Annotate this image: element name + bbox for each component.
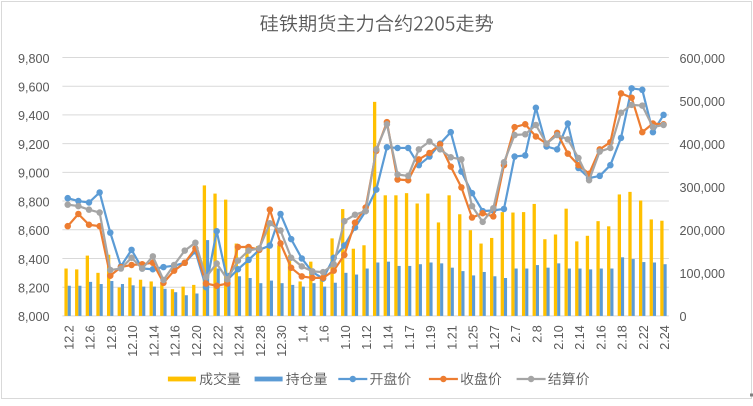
svg-text:2.24: 2.24 [658, 325, 672, 350]
svg-text:1.6: 1.6 [318, 325, 332, 343]
svg-text:12.10: 12.10 [126, 325, 140, 357]
svg-text:1.4: 1.4 [296, 325, 310, 343]
svg-text:1.17: 1.17 [403, 325, 417, 350]
svg-text:2.16: 2.16 [594, 325, 608, 350]
svg-text:2.8: 2.8 [530, 325, 544, 343]
svg-text:2.7: 2.7 [509, 325, 523, 343]
svg-text:0: 0 [680, 310, 687, 324]
svg-text:2.10: 2.10 [552, 325, 566, 350]
svg-text:12.22: 12.22 [211, 325, 225, 357]
svg-text:2.22: 2.22 [637, 325, 651, 350]
svg-text:2.18: 2.18 [616, 325, 630, 350]
svg-text:8,600: 8,600 [18, 224, 50, 238]
svg-text:12.8: 12.8 [105, 325, 119, 350]
svg-text:8,400: 8,400 [18, 253, 50, 267]
svg-text:400,000: 400,000 [680, 138, 726, 152]
svg-text:12.6: 12.6 [84, 325, 98, 350]
svg-text:9,000: 9,000 [18, 167, 50, 181]
svg-text:1.12: 1.12 [360, 325, 374, 350]
svg-text:12.20: 12.20 [190, 325, 204, 357]
svg-text:8,200: 8,200 [18, 281, 50, 295]
svg-text:12.24: 12.24 [233, 325, 247, 357]
svg-text:1.21: 1.21 [445, 325, 459, 350]
svg-text:100,000: 100,000 [680, 267, 726, 281]
svg-text:12.2: 12.2 [62, 325, 76, 350]
svg-text:12.28: 12.28 [254, 325, 268, 357]
svg-text:500,000: 500,000 [680, 95, 726, 109]
svg-text:600,000: 600,000 [680, 52, 726, 66]
svg-text:9,600: 9,600 [18, 81, 50, 95]
svg-text:1.25: 1.25 [467, 325, 481, 350]
svg-text:1.19: 1.19 [424, 325, 438, 350]
svg-text:8,000: 8,000 [18, 310, 50, 324]
svg-text:9,800: 9,800 [18, 52, 50, 66]
svg-text:9,400: 9,400 [18, 109, 50, 123]
svg-text:12.30: 12.30 [275, 325, 289, 357]
svg-text:2.14: 2.14 [573, 325, 587, 350]
svg-text:12.16: 12.16 [169, 325, 183, 357]
svg-text:8,800: 8,800 [18, 195, 50, 209]
svg-text:1.10: 1.10 [339, 325, 353, 350]
svg-text:12.14: 12.14 [147, 325, 161, 357]
svg-text:9,200: 9,200 [18, 138, 50, 152]
svg-text:1.27: 1.27 [488, 325, 502, 350]
svg-text:1.14: 1.14 [382, 325, 396, 350]
svg-text:300,000: 300,000 [680, 181, 726, 195]
svg-text:200,000: 200,000 [680, 224, 726, 238]
